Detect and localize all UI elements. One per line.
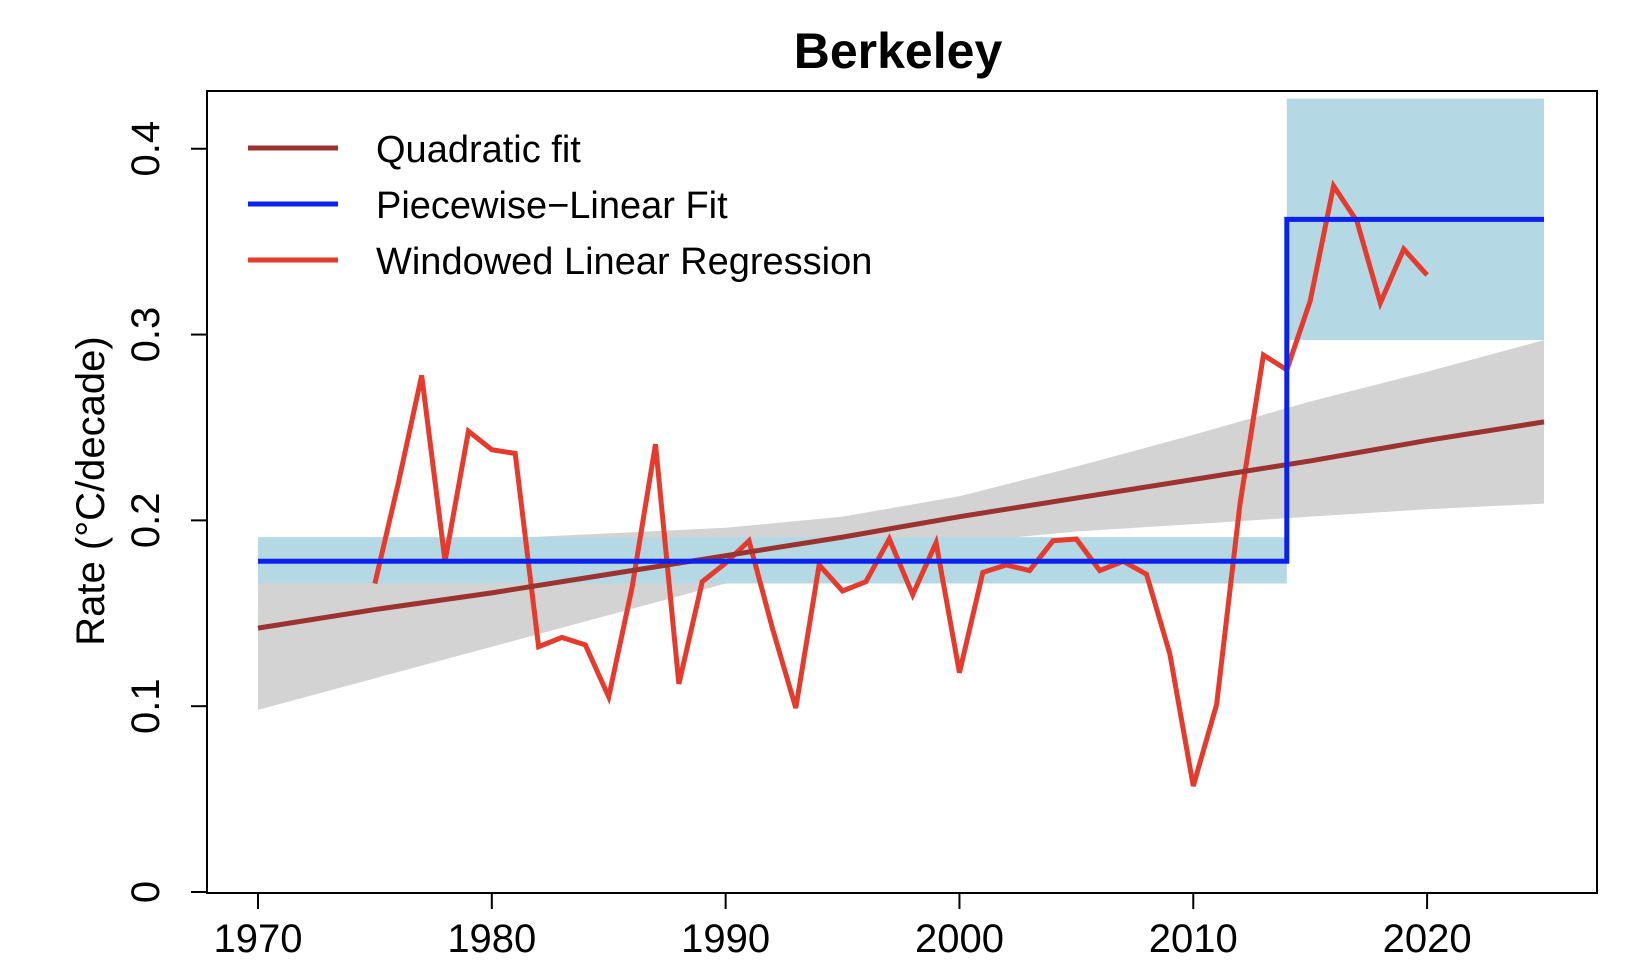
x-tick-label: 2020: [1383, 917, 1472, 961]
y-axis-label: Rate (°C/decade): [69, 336, 113, 645]
y-tick-label: 0.4: [124, 121, 168, 177]
y-axis: 0 0.1 0.2 0.3 0.4: [124, 121, 208, 903]
x-tick-label: 2000: [915, 917, 1004, 961]
y-tick-label: 0.3: [124, 307, 168, 363]
piecewise-legend-label: Piecewise−Linear Fit: [376, 185, 728, 227]
windowed-legend-label: Windowed Linear Regression: [376, 241, 872, 283]
x-tick-label: 1970: [214, 917, 303, 961]
windowed-series-line: [372, 179, 1429, 787]
quadratic-series-line: [257, 419, 1545, 631]
piecewise-series-line: [258, 216, 1544, 564]
x-tick-label: 2010: [1149, 917, 1238, 961]
y-tick-label: 0: [124, 881, 168, 903]
lines-layer: [257, 179, 1545, 787]
legend: Quadratic fit Piecewise−Linear Fit Windowe…: [248, 129, 872, 283]
y-tick-label: 0.1: [124, 678, 168, 734]
quadratic-legend-label: Quadratic fit: [376, 129, 581, 171]
chart-title: Berkeley: [794, 23, 1003, 79]
y-tick-label: 0.2: [124, 493, 168, 549]
x-tick-label: 1990: [681, 917, 770, 961]
x-axis: 1970 1980 1990 2000 2010 2020: [214, 892, 1472, 961]
x-tick-label: 1980: [447, 917, 536, 961]
